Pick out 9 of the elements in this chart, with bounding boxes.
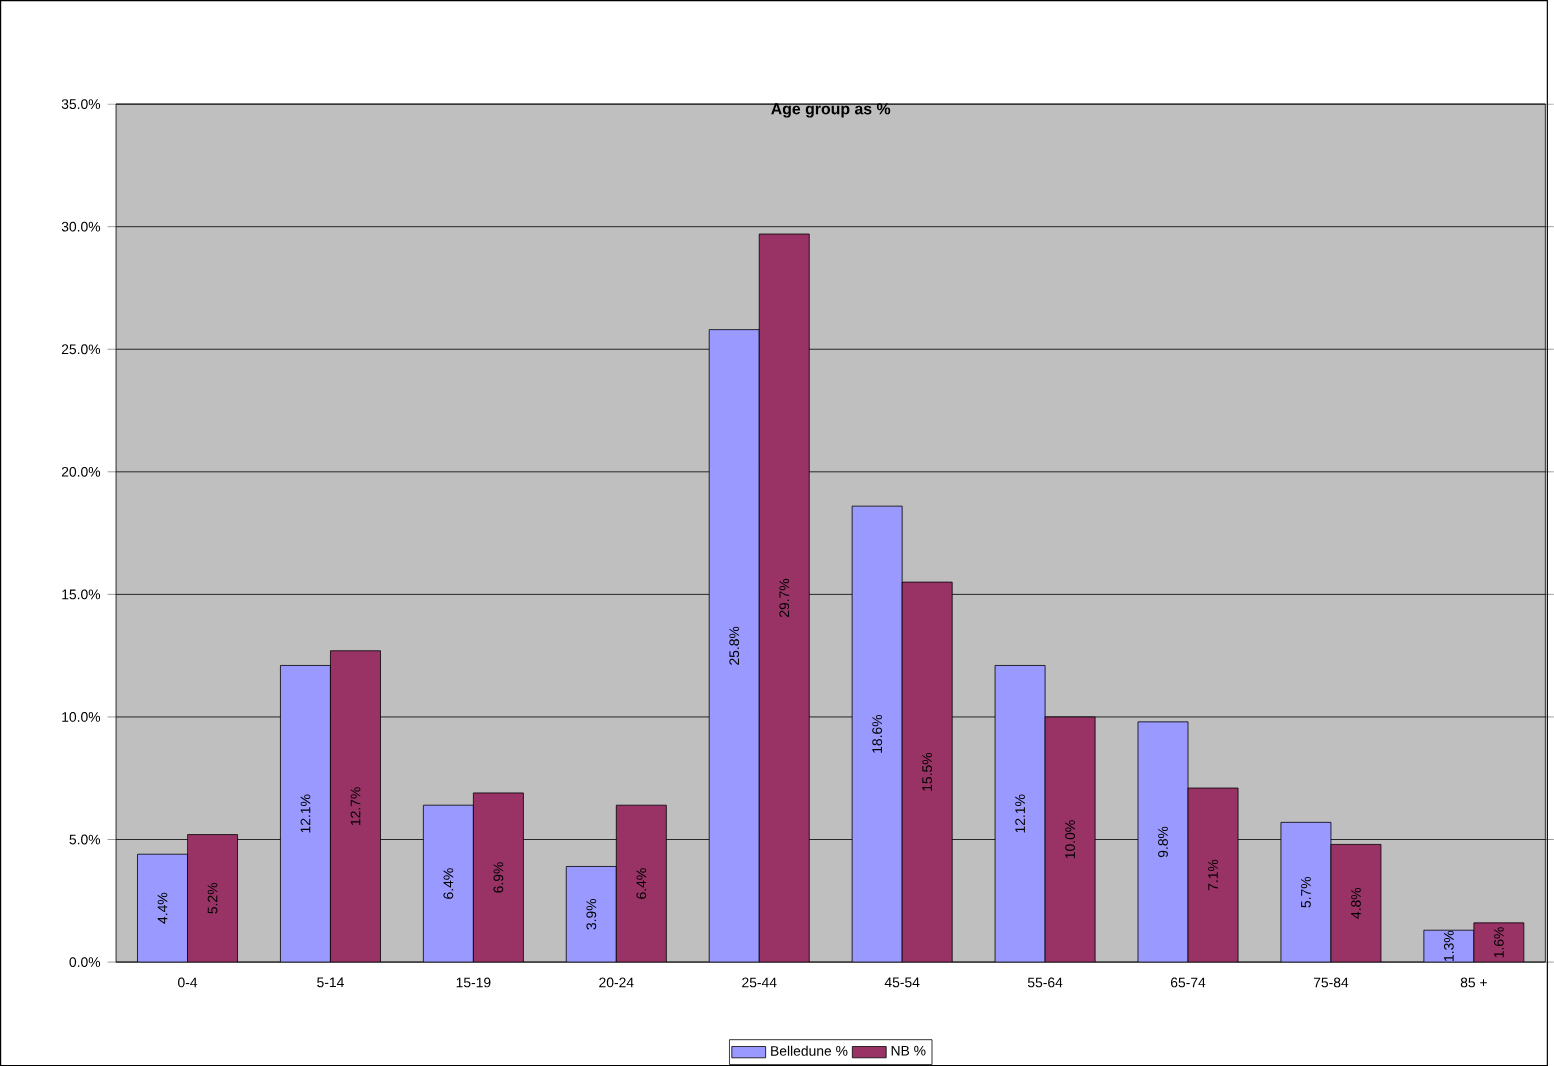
bar <box>1280 821 1332 962</box>
bar <box>422 804 474 962</box>
bar <box>1137 721 1189 962</box>
bar <box>280 664 331 962</box>
bar <box>851 505 903 962</box>
bar <box>994 664 1046 962</box>
bar <box>565 865 617 962</box>
bar <box>137 853 188 962</box>
bar <box>708 329 760 962</box>
